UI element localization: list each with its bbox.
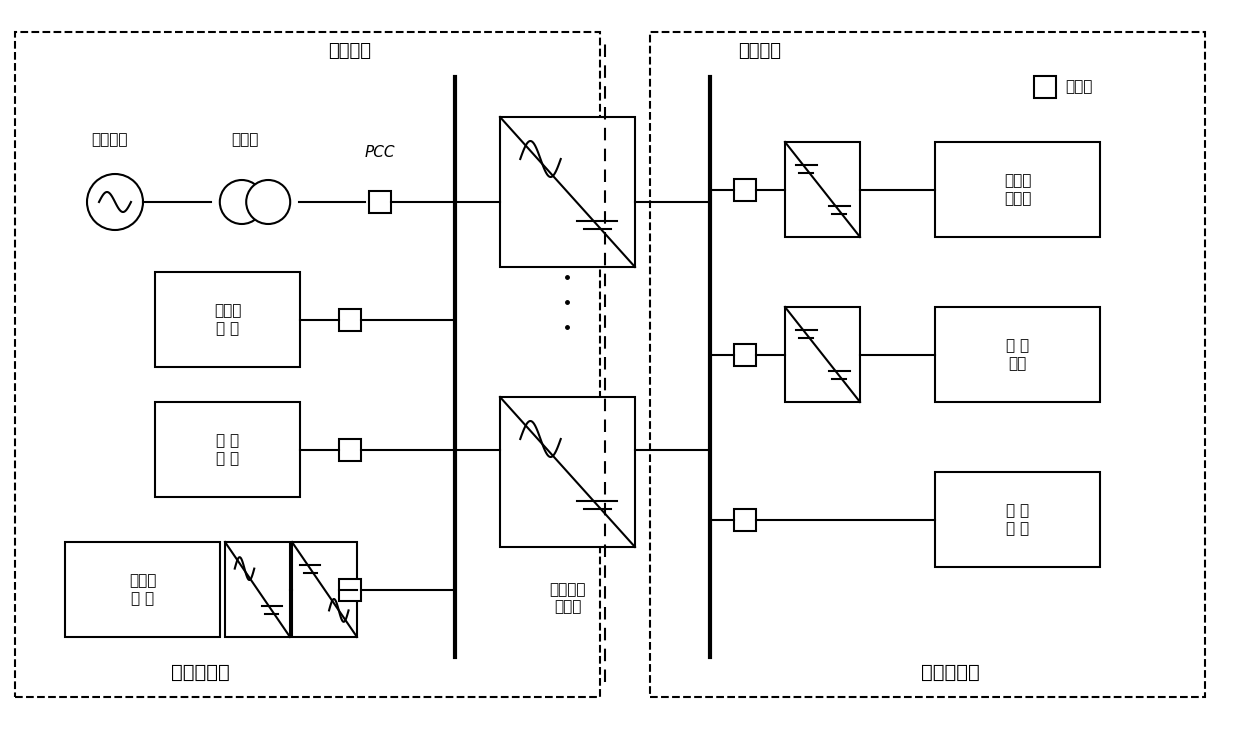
Text: 直 流
负 荷: 直 流 负 荷 (1006, 504, 1030, 536)
Bar (155, 272, 300, 367)
Circle shape (87, 174, 142, 230)
Bar (369, 191, 392, 213)
Text: 双向功率
变换器: 双向功率 变换器 (549, 582, 586, 614)
Text: 柴油发
电 机: 柴油发 电 机 (214, 303, 242, 336)
Bar (225, 542, 290, 637)
Text: 交流母线: 交流母线 (328, 42, 372, 60)
Bar (339, 438, 361, 460)
Text: 变压器: 变压器 (232, 132, 259, 147)
Bar (15, 32, 600, 697)
Text: 交流微电网: 交流微电网 (171, 663, 229, 682)
Bar (733, 343, 756, 365)
Text: 公共电网: 公共电网 (92, 132, 129, 147)
Bar (339, 578, 361, 600)
Bar (786, 142, 860, 237)
Text: 储 能
装置: 储 能 装置 (1006, 338, 1030, 370)
Bar (155, 402, 300, 497)
Bar (501, 117, 636, 267)
Bar (786, 307, 860, 402)
Bar (292, 542, 357, 637)
Bar (64, 542, 221, 637)
Bar (339, 308, 361, 331)
Text: 断路器: 断路器 (1066, 80, 1093, 94)
Bar (935, 472, 1100, 567)
Text: 光伏发
电单元: 光伏发 电单元 (1004, 173, 1031, 206)
Circle shape (247, 180, 290, 224)
Text: 风力发
电 机: 风力发 电 机 (129, 573, 156, 605)
Text: 交 流
负 荷: 交 流 负 荷 (216, 433, 239, 466)
Bar (650, 32, 1206, 697)
Bar (1035, 76, 1056, 98)
Bar (501, 397, 636, 547)
Circle shape (219, 180, 264, 224)
Bar (733, 179, 756, 201)
Text: PCC: PCC (364, 145, 395, 160)
Bar (935, 142, 1100, 237)
Text: 直流母线: 直流母线 (738, 42, 782, 60)
Text: 直流微电网: 直流微电网 (921, 663, 979, 682)
Bar (935, 307, 1100, 402)
Bar (733, 509, 756, 531)
